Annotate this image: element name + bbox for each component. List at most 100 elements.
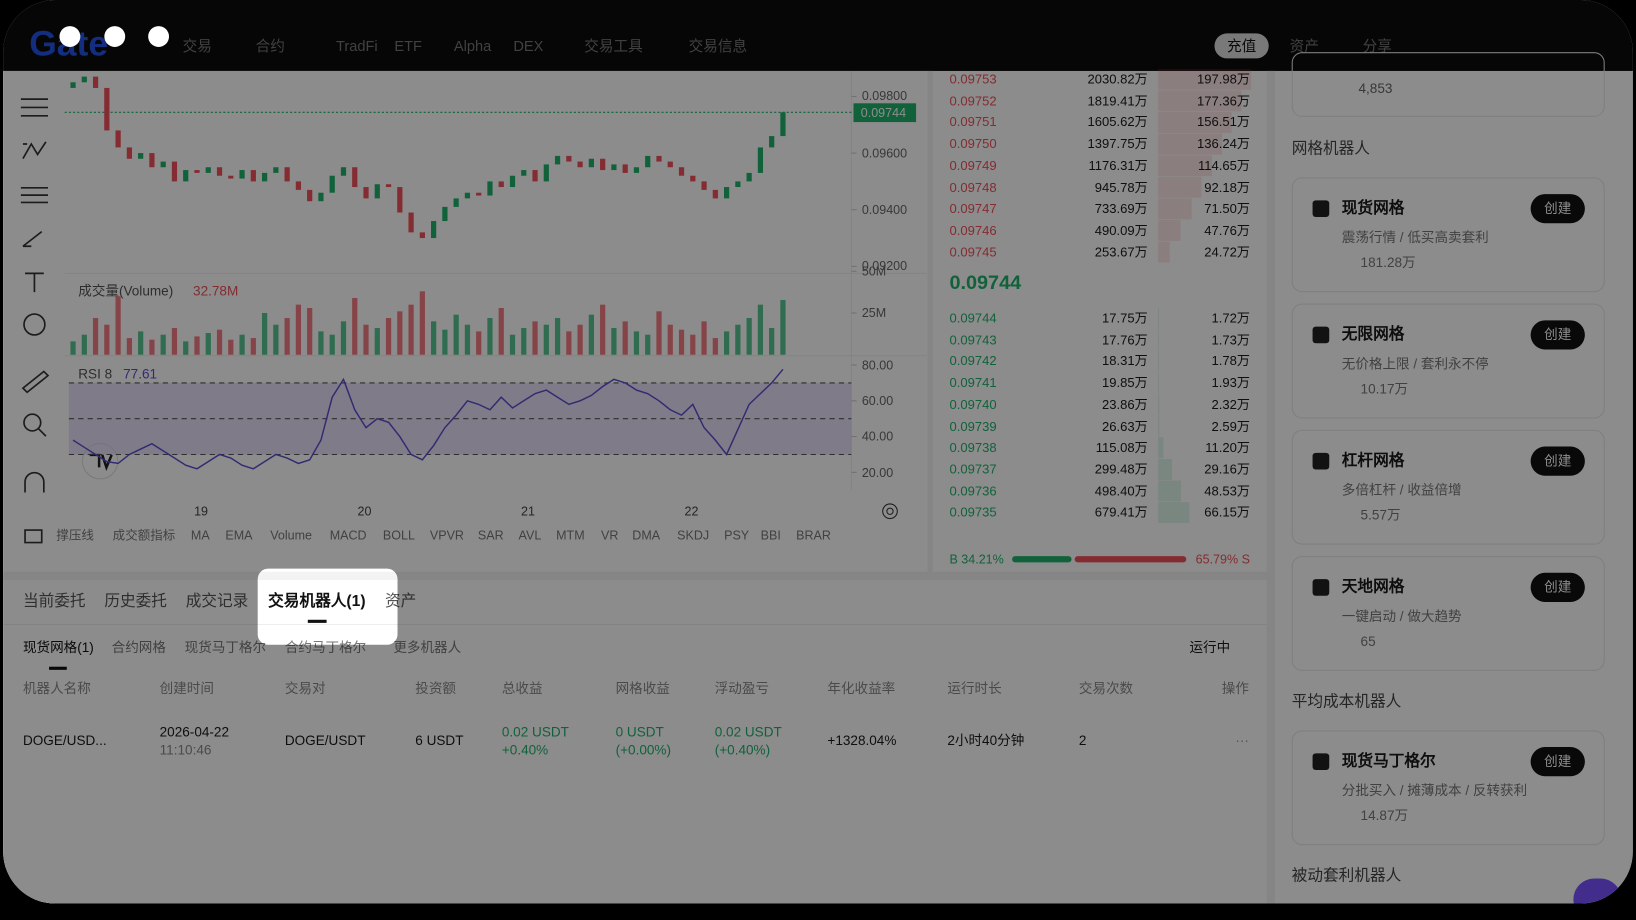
indicator-tab: MTM xyxy=(556,527,585,543)
candle xyxy=(318,192,324,202)
order-amount: 1176.31万 xyxy=(1088,158,1148,173)
volume-bar xyxy=(543,324,549,355)
volume-bar xyxy=(183,341,189,355)
candle xyxy=(667,161,673,168)
order-total: 177.36万 xyxy=(1197,93,1250,109)
order-price: 0.09745 xyxy=(949,244,997,260)
chart-panel xyxy=(3,70,929,574)
create-button[interactable] xyxy=(1530,446,1585,476)
indicator-tab: 撑压线 xyxy=(56,527,94,543)
last-price-label: 0.09744 xyxy=(860,104,907,120)
volume-bar xyxy=(769,328,775,355)
volume-bar xyxy=(295,304,302,355)
cell: 0.02 USDT xyxy=(714,724,782,740)
nav-item: TradFi xyxy=(335,37,378,55)
depth-bar xyxy=(1158,394,1160,416)
gap xyxy=(1266,70,1275,904)
cell: DOGE/USD... xyxy=(22,732,107,749)
nav-item: 交易工具 xyxy=(584,37,643,55)
cell: 2 xyxy=(1078,732,1087,749)
robot-name: 天地网格 xyxy=(1341,578,1405,596)
deposit-pill[interactable] xyxy=(1214,33,1269,59)
volume-bar xyxy=(498,308,504,355)
order-price: 0.09741 xyxy=(949,375,997,391)
candle xyxy=(81,76,87,83)
status-filter: 运行中 xyxy=(1189,639,1231,656)
candle xyxy=(600,158,606,171)
indicator-tab: SKDJ xyxy=(677,527,710,543)
candle xyxy=(577,161,583,168)
order-price: 0.09747 xyxy=(949,201,997,217)
chat-bubble[interactable] xyxy=(1573,878,1622,904)
order-amount: 2030.82万 xyxy=(1087,71,1148,87)
robot-card xyxy=(1291,556,1605,671)
volume-bar xyxy=(532,321,538,355)
candle xyxy=(205,167,211,173)
volume-bar xyxy=(667,324,673,355)
indicator-tab: PSY xyxy=(724,527,750,543)
volume-bar xyxy=(487,318,493,355)
volume-bar xyxy=(442,329,448,355)
order-price: 0.09738 xyxy=(949,440,997,456)
indicator-tab: BOLL xyxy=(382,527,415,543)
tab: 成交记录 xyxy=(185,592,249,611)
indicator-tab: VR xyxy=(600,527,619,543)
robot-users: 14.87万 xyxy=(1360,807,1409,824)
candle xyxy=(160,161,166,168)
order-amount: 490.09万 xyxy=(1094,223,1148,238)
order-amount: 498.40万 xyxy=(1094,483,1148,499)
candle xyxy=(228,175,234,179)
toolbar-icons xyxy=(20,98,50,544)
table-header: 运行时长 xyxy=(947,680,1002,696)
order-price: 0.09744 xyxy=(949,310,997,326)
candle xyxy=(487,181,493,196)
date-label: 19 xyxy=(194,503,209,519)
robot-card xyxy=(1291,429,1605,545)
candle xyxy=(464,192,471,199)
gap xyxy=(927,70,933,574)
candle xyxy=(70,82,76,88)
order-total: 1.72万 xyxy=(1211,310,1250,326)
volume-bar xyxy=(228,339,234,355)
buy-ratio: B 34.21% xyxy=(949,551,1004,567)
create-button[interactable] xyxy=(1530,194,1585,224)
candle xyxy=(588,158,594,168)
price-tick-label: 0.09600 xyxy=(861,145,908,161)
candle xyxy=(194,170,200,173)
candle xyxy=(701,181,707,190)
volume-bar xyxy=(408,304,414,355)
order-price: 0.09737 xyxy=(949,462,997,477)
candle xyxy=(769,136,775,148)
table-header: 操作 xyxy=(1221,680,1249,696)
indicator-tab: DMA xyxy=(632,527,661,543)
candle xyxy=(690,175,696,182)
candle xyxy=(746,172,752,182)
settings-icon xyxy=(882,503,898,520)
divider xyxy=(3,623,1267,625)
rsi-line xyxy=(72,368,784,470)
candle xyxy=(352,167,358,188)
sell-ratio-bar xyxy=(1074,556,1187,563)
robot-card xyxy=(1291,303,1605,419)
order-price: 0.09735 xyxy=(949,505,997,520)
robot-desc: 一键启动 / 做大趋势 xyxy=(1341,608,1462,624)
candle xyxy=(138,153,144,159)
volume-bar xyxy=(701,321,707,355)
create-button-label: 创建 xyxy=(1544,452,1572,469)
create-button[interactable] xyxy=(1530,320,1585,350)
candle xyxy=(295,181,302,190)
order-price: 0.09749 xyxy=(949,158,997,173)
order-total: 114.65万 xyxy=(1197,158,1250,173)
candle xyxy=(622,164,628,173)
candle xyxy=(307,189,313,202)
table-header: 机器人名称 xyxy=(22,680,91,696)
create-button[interactable] xyxy=(1530,572,1585,603)
subtab: 合约马丁格尔 xyxy=(284,639,367,656)
create-button[interactable] xyxy=(1530,747,1585,777)
depth-bar xyxy=(1158,112,1232,133)
card xyxy=(1291,52,1605,117)
robot-users: 10.17万 xyxy=(1360,380,1409,397)
indicator-tab: MA xyxy=(190,527,210,543)
volume-bar xyxy=(239,334,245,355)
order-amount: 19.85万 xyxy=(1102,375,1148,391)
